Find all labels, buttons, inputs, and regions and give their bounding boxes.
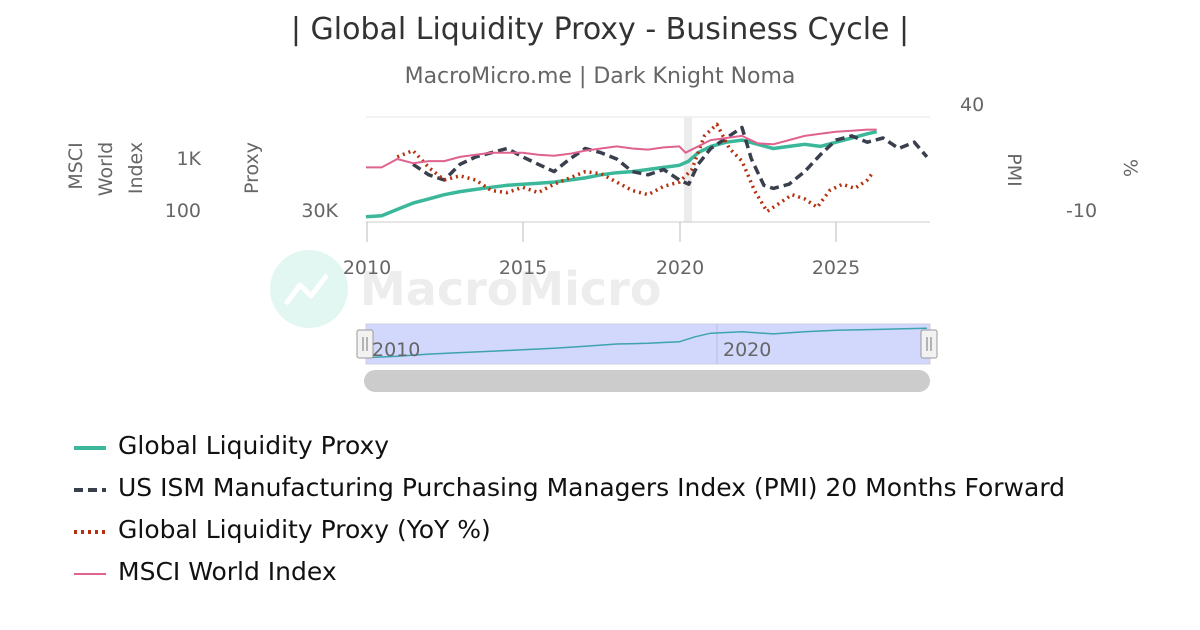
y-axis-pct-label: %: [1119, 159, 1141, 177]
x-tick-2020: 2020: [656, 257, 704, 279]
x-axis-ticks: [366, 222, 837, 242]
x-tick-2010: 2010: [343, 257, 391, 279]
legend-item-liquidity-yoy[interactable]: Global Liquidity Proxy (YoY %): [74, 508, 1144, 550]
legend-label: US ISM Manufacturing Purchasing Managers…: [118, 472, 1066, 502]
watermark: MacroMicro: [270, 250, 661, 328]
y-tick-proxy-30k: 30K: [301, 200, 338, 222]
legend-label: Global Liquidity Proxy (YoY %): [118, 514, 491, 544]
watermark-text: MacroMicro: [360, 262, 661, 316]
recession-band: [684, 117, 692, 222]
series-line-1: [412, 125, 929, 191]
navigator-series: [365, 327, 927, 359]
navigator-tick-2020: 2020: [723, 339, 771, 361]
legend-item-msci-world[interactable]: MSCI World Index: [74, 550, 1144, 592]
navigator-handle-right[interactable]: [920, 329, 938, 359]
series-line-3: [366, 128, 877, 169]
y-tick-right-neg10: -10: [1066, 200, 1097, 222]
legend-swatch-solid-pink-icon: [74, 565, 106, 577]
y-axis-pmi-label: PMI: [1003, 153, 1025, 186]
legend-swatch-solid-green-icon: [74, 439, 106, 451]
chart-title: | Global Liquidity Proxy - Business Cycl…: [290, 12, 910, 47]
legend-swatch-dashed-navy-icon: [74, 481, 106, 493]
y-tick-msci-100: 100: [165, 200, 201, 222]
y-tick-right-40: 40: [960, 94, 984, 116]
legend-label: Global Liquidity Proxy: [118, 430, 390, 460]
chart-subtitle: MacroMicro.me | Dark Knight Noma: [404, 64, 796, 89]
y-tick-msci-1k: 1K: [176, 148, 201, 170]
legend-item-liquidity-proxy[interactable]: Global Liquidity Proxy: [74, 424, 1144, 466]
y-axis-msci-line1: MSCI: [65, 142, 87, 189]
legend: Global Liquidity Proxy US ISM Manufactur…: [74, 424, 1144, 592]
y-axis-msci-line3: Index: [125, 142, 147, 194]
watermark-logo-icon: [270, 250, 348, 328]
y-axis-msci-line2: World: [95, 142, 117, 196]
x-tick-2015: 2015: [499, 257, 547, 279]
series-line-0: [365, 129, 878, 219]
legend-swatch-dotted-red-icon: [74, 523, 106, 535]
plot-series: [365, 122, 929, 219]
navigator-handle-left[interactable]: [356, 329, 374, 359]
legend-item-ism-pmi[interactable]: US ISM Manufacturing Purchasing Managers…: [74, 466, 1144, 508]
x-tick-2025: 2025: [812, 257, 860, 279]
navigator[interactable]: 2010 2020: [356, 323, 938, 365]
navigator-scrollbar[interactable]: [364, 370, 930, 392]
navigator-tick-2010: 2010: [372, 339, 420, 361]
legend-label: MSCI World Index: [118, 556, 337, 586]
y-axis-proxy-label: Proxy: [241, 142, 263, 194]
